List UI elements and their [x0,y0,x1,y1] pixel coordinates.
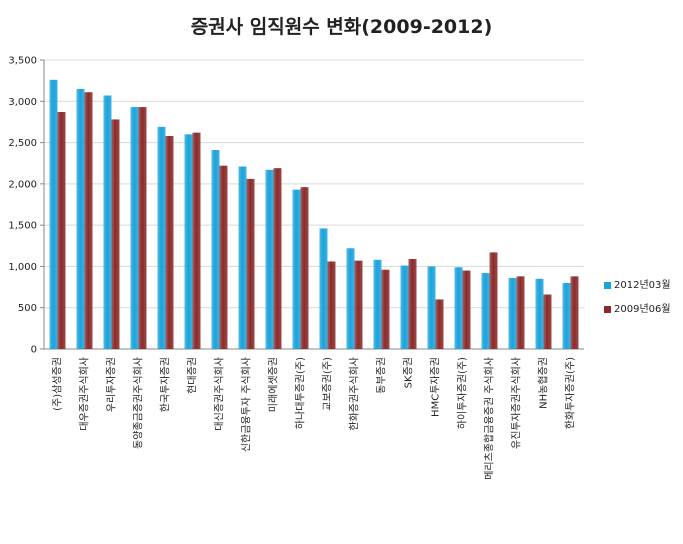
y-tick-label: 1,500 [8,221,37,232]
legend-swatch-2009 [604,305,611,313]
x-category-label: 한화증권주식회사 [349,357,361,431]
x-category-label: 현대증권 [187,357,199,394]
bar-2012-7 [238,166,247,349]
x-category-label: 메리츠종합금융증권 주식회사 [484,357,496,480]
legend-item-2012: 2012년03월 [604,276,671,291]
x-category-label: 동양종금증권주식회사 [133,357,145,449]
bar-2012-16 [481,273,490,349]
x-category-label: 우리투자증권 [106,357,118,412]
bar-2012-18 [535,278,544,349]
bar-2009-15 [462,270,471,349]
y-tick-label: 2,000 [8,179,37,190]
x-category-label: 유진투자증권주식회사 [511,357,523,449]
bar-2012-13 [400,265,409,349]
legend-item-2009: 2009년06월 [604,300,671,315]
x-category-label: 대우증권주식회사 [79,357,91,431]
bar-2012-17 [508,277,517,349]
bar-2012-0 [49,79,58,350]
y-tick-label: 0 [31,345,37,356]
legend-swatch-2012 [604,281,611,289]
bar-2012-14 [427,266,436,349]
x-category-label: 한국투자증권 [160,357,172,412]
bar-2012-2 [103,95,112,350]
x-category-label: 한화투자증권(주) [565,357,577,429]
bar-2012-10 [319,228,328,349]
y-tick-label: 2,500 [8,138,37,149]
bar-2009-2 [111,119,120,349]
bar-2009-0 [57,112,66,350]
bar-2012-4 [157,126,166,349]
bar-2012-5 [184,134,193,349]
bar-2012-6 [211,150,220,349]
x-category-label: 미래에셋증권 [268,357,280,412]
bar-2012-3 [130,107,139,350]
y-tick-label: 3,500 [8,56,37,67]
x-category-labels: (주)삼성증권 대우증권주식회사 우리투자증권 동양종금증권주식회사 한국투자증권 현대증… [52,357,577,480]
y-tick-labels: 0 500 1,000 1,500 2,000 2,500 3,000 3,500 [8,56,37,356]
bar-2009-14 [435,299,444,349]
y-tick-label: 3,000 [8,97,37,108]
bar-2009-5 [192,132,201,349]
bar-2009-8 [273,168,282,349]
bar-2009-11 [354,260,363,349]
y-tick-label: 500 [18,303,37,314]
x-category-label: HMC투자증권 [430,357,442,417]
x-category-label: (주)삼성증권 [52,357,64,411]
y-tick-label: 1,000 [8,262,37,273]
x-category-label: 동부증권 [376,357,388,394]
bar-2012-11 [346,248,355,349]
bar-2009-17 [516,276,525,349]
x-category-label: 하나대투증권(주) [294,357,307,429]
chart-axes [40,59,584,350]
legend-label-2012: 2012년03월 [614,280,671,291]
x-category-label: 신한금융투자 주식회사 [241,357,253,452]
legend-label-2009: 2009년06월 [614,304,671,315]
bar-2009-18 [543,294,552,349]
x-category-label: 하이투자증권(주) [456,357,469,429]
bar-2012-1 [76,88,85,350]
bar-2012-15 [454,267,463,349]
bar-2009-4 [165,135,174,349]
bar-2009-19 [570,276,579,349]
bar-2009-6 [219,165,228,349]
chart-title: 증권사 임직원수 변화(2009-2012) [190,16,493,38]
bar-2009-13 [408,258,417,349]
bar-2009-1 [84,92,93,350]
bar-2009-12 [381,269,390,349]
bar-2009-7 [246,178,255,349]
bar-2009-3 [138,107,147,350]
bar-2012-12 [373,259,382,349]
x-category-label: SK증권 [403,357,415,388]
bar-2012-8 [265,169,274,349]
x-category-label: NH농협증권 [537,357,550,409]
x-category-label: 대신증권주식회사 [214,357,226,431]
chart-bars [49,79,579,350]
bar-2009-9 [300,187,309,349]
bar-2012-19 [562,282,571,349]
bar-2009-10 [327,261,336,349]
bar-2012-9 [292,189,301,349]
x-category-label: 교보증권(주) [322,357,334,411]
bar-2009-16 [489,252,498,349]
